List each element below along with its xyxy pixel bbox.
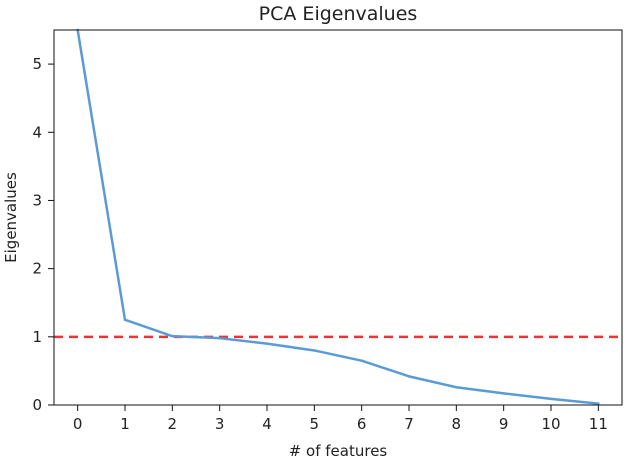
data-point xyxy=(171,334,174,338)
x-tick-label: 3 xyxy=(215,415,225,433)
x-tick-label: 4 xyxy=(262,415,272,433)
x-tick-label: 1 xyxy=(120,415,130,433)
y-axis-label: Eigenvalues xyxy=(2,172,20,263)
y-tick-label: 3 xyxy=(32,191,42,209)
plot-layer xyxy=(54,28,622,405)
y-tick-label: 4 xyxy=(32,123,42,141)
data-point xyxy=(455,386,458,389)
data-point xyxy=(549,397,553,401)
x-tick-label: 0 xyxy=(73,415,83,433)
data-point xyxy=(407,375,411,378)
x-tick-label: 10 xyxy=(541,415,560,433)
plot-frame xyxy=(53,29,623,406)
x-tick-label: 2 xyxy=(168,415,178,433)
x-tick-label: 6 xyxy=(357,415,367,433)
data-point xyxy=(123,318,127,321)
data-point xyxy=(265,342,269,345)
data-point xyxy=(360,359,363,362)
x-tick-label: 8 xyxy=(452,415,462,433)
data-point xyxy=(597,402,600,405)
y-tick-label: 5 xyxy=(32,55,42,73)
y-tick-label: 1 xyxy=(32,328,42,346)
x-tick-label: 11 xyxy=(589,415,608,433)
y-tick-label: 0 xyxy=(32,396,42,414)
x-tick-label: 9 xyxy=(499,415,509,433)
data-point xyxy=(313,349,316,352)
x-tick-label: 7 xyxy=(404,415,414,433)
y-tick-label: 2 xyxy=(32,260,42,278)
x-tick-label: 5 xyxy=(310,415,320,433)
series-line xyxy=(76,28,600,405)
chart-title: PCA Eigenvalues xyxy=(259,3,418,25)
data-point xyxy=(502,392,505,395)
data-point xyxy=(218,336,221,340)
x-axis-label: # of features xyxy=(289,442,388,460)
ticks-layer: 0 1 2 3 4 5 6 7 8 9 10 11 0 1 2 3 4 5 xyxy=(32,55,607,433)
